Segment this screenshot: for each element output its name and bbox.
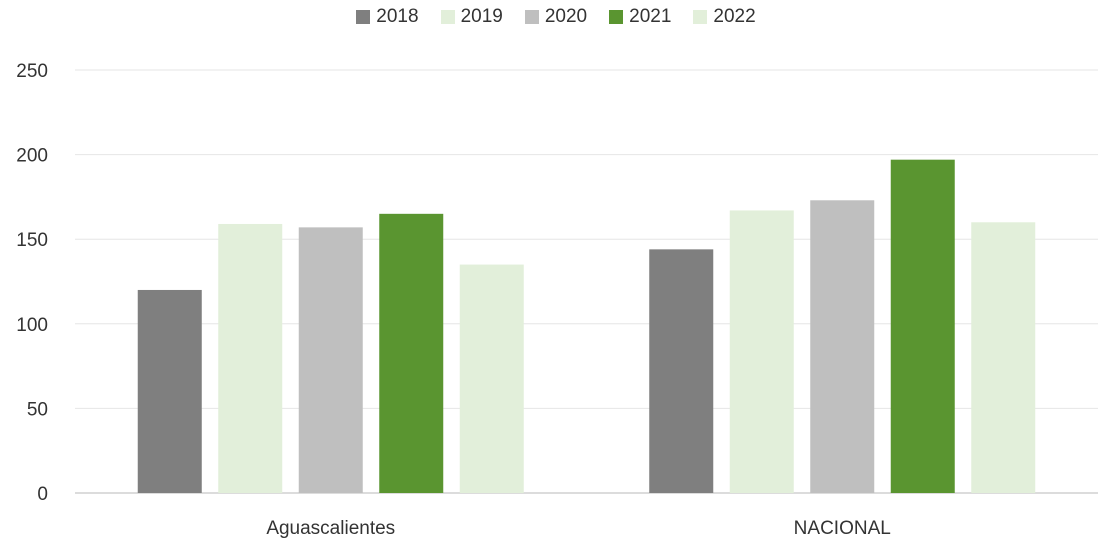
legend-swatch-2018 <box>356 10 371 24</box>
chart-legend: 2018 2019 2020 2021 2022 <box>0 6 1112 28</box>
y-tick-label-200: 200 <box>16 146 48 167</box>
legend-item-2022: 2022 <box>693 6 756 28</box>
legend-label-2021: 2021 <box>629 6 672 27</box>
y-tick-label-150: 150 <box>16 230 48 251</box>
bar-nacional-2020 <box>810 200 875 493</box>
legend-swatch-2021 <box>609 10 624 24</box>
bar-nacional-2018 <box>649 249 714 493</box>
bar-aguascalientes-2020 <box>298 227 363 493</box>
legend-swatch-2019 <box>440 10 455 24</box>
bar-nacional-2021 <box>890 159 955 493</box>
legend-item-2020: 2020 <box>524 6 588 28</box>
legend-label-2019: 2019 <box>460 6 503 27</box>
legend-swatch-2022 <box>693 10 708 24</box>
legend-label-2022: 2022 <box>713 6 756 27</box>
legend-item-2019: 2019 <box>440 6 503 28</box>
bar-aguascalientes-2022 <box>459 264 524 493</box>
bar-nacional-2022 <box>971 222 1036 493</box>
legend-item-2018: 2018 <box>356 6 419 28</box>
legend-item-2021: 2021 <box>609 6 671 28</box>
x-category-label-1: NACIONAL <box>794 518 891 539</box>
legend-label-2020: 2020 <box>544 6 588 27</box>
bar-nacional-2019 <box>729 210 794 493</box>
y-tick-label-0: 0 <box>37 484 48 505</box>
legend-label-2018: 2018 <box>376 6 419 27</box>
bar-aguascalientes-2021 <box>379 213 444 493</box>
legend-swatch-2020 <box>524 10 539 24</box>
y-tick-label-50: 50 <box>27 399 48 420</box>
bar-aguascalientes-2018 <box>137 289 202 493</box>
x-category-label-0: Aguascalientes <box>266 518 395 539</box>
y-tick-label-250: 250 <box>16 61 48 82</box>
y-tick-label-100: 100 <box>16 315 48 336</box>
bar-aguascalientes-2019 <box>218 223 283 494</box>
